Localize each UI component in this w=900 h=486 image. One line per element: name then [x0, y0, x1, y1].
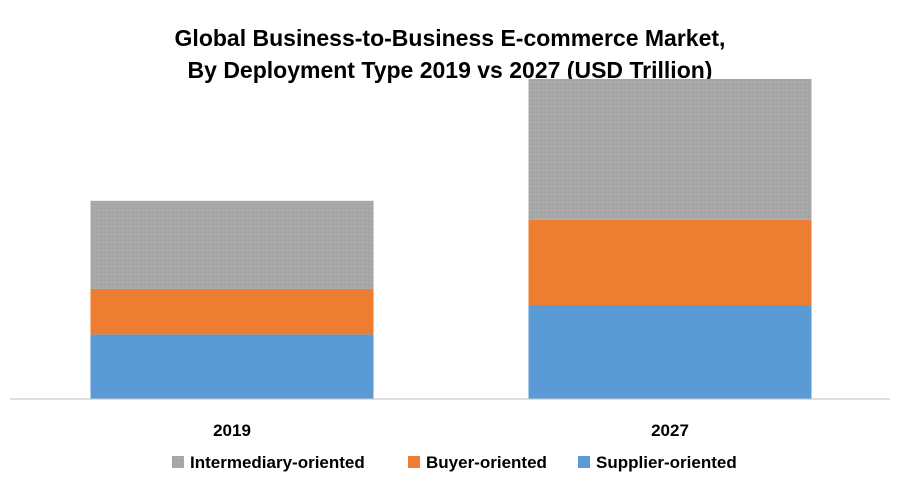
bar-intermediary-oriented-2027	[528, 78, 812, 220]
legend-swatch-supplier-oriented	[578, 456, 590, 468]
bar-intermediary-oriented-2019	[90, 200, 374, 289]
x-axis-ticks: 2019 2027	[213, 421, 689, 440]
legend-label-supplier-oriented: Supplier-oriented	[596, 453, 737, 472]
bar-buyer-oriented-2027	[528, 219, 812, 306]
legend: Intermediary-oriented Buyer-oriented Suppl…	[172, 453, 737, 472]
plot-area	[90, 78, 812, 399]
bar-supplier-oriented-2019	[90, 334, 374, 399]
x-tick-label-2019: 2019	[213, 421, 251, 440]
legend-label-intermediary-oriented: Intermediary-oriented	[190, 453, 365, 472]
chart-title-line-1: Global Business-to-Business E-commerce M…	[175, 25, 726, 51]
legend-swatch-buyer-oriented	[408, 456, 420, 468]
bar-buyer-oriented-2019	[90, 288, 374, 335]
legend-swatch-intermediary-oriented	[172, 456, 184, 468]
legend-item-supplier-oriented: Supplier-oriented	[578, 453, 737, 472]
chart-title: Global Business-to-Business E-commerce M…	[175, 25, 726, 83]
bar-supplier-oriented-2027	[528, 305, 812, 399]
legend-label-buyer-oriented: Buyer-oriented	[426, 453, 547, 472]
legend-item-buyer-oriented: Buyer-oriented	[408, 453, 547, 472]
legend-item-intermediary-oriented: Intermediary-oriented	[172, 453, 365, 472]
chart-title-line-2: By Deployment Type 2019 vs 2027 (USD Tri…	[188, 57, 713, 83]
x-tick-label-2027: 2027	[651, 421, 689, 440]
